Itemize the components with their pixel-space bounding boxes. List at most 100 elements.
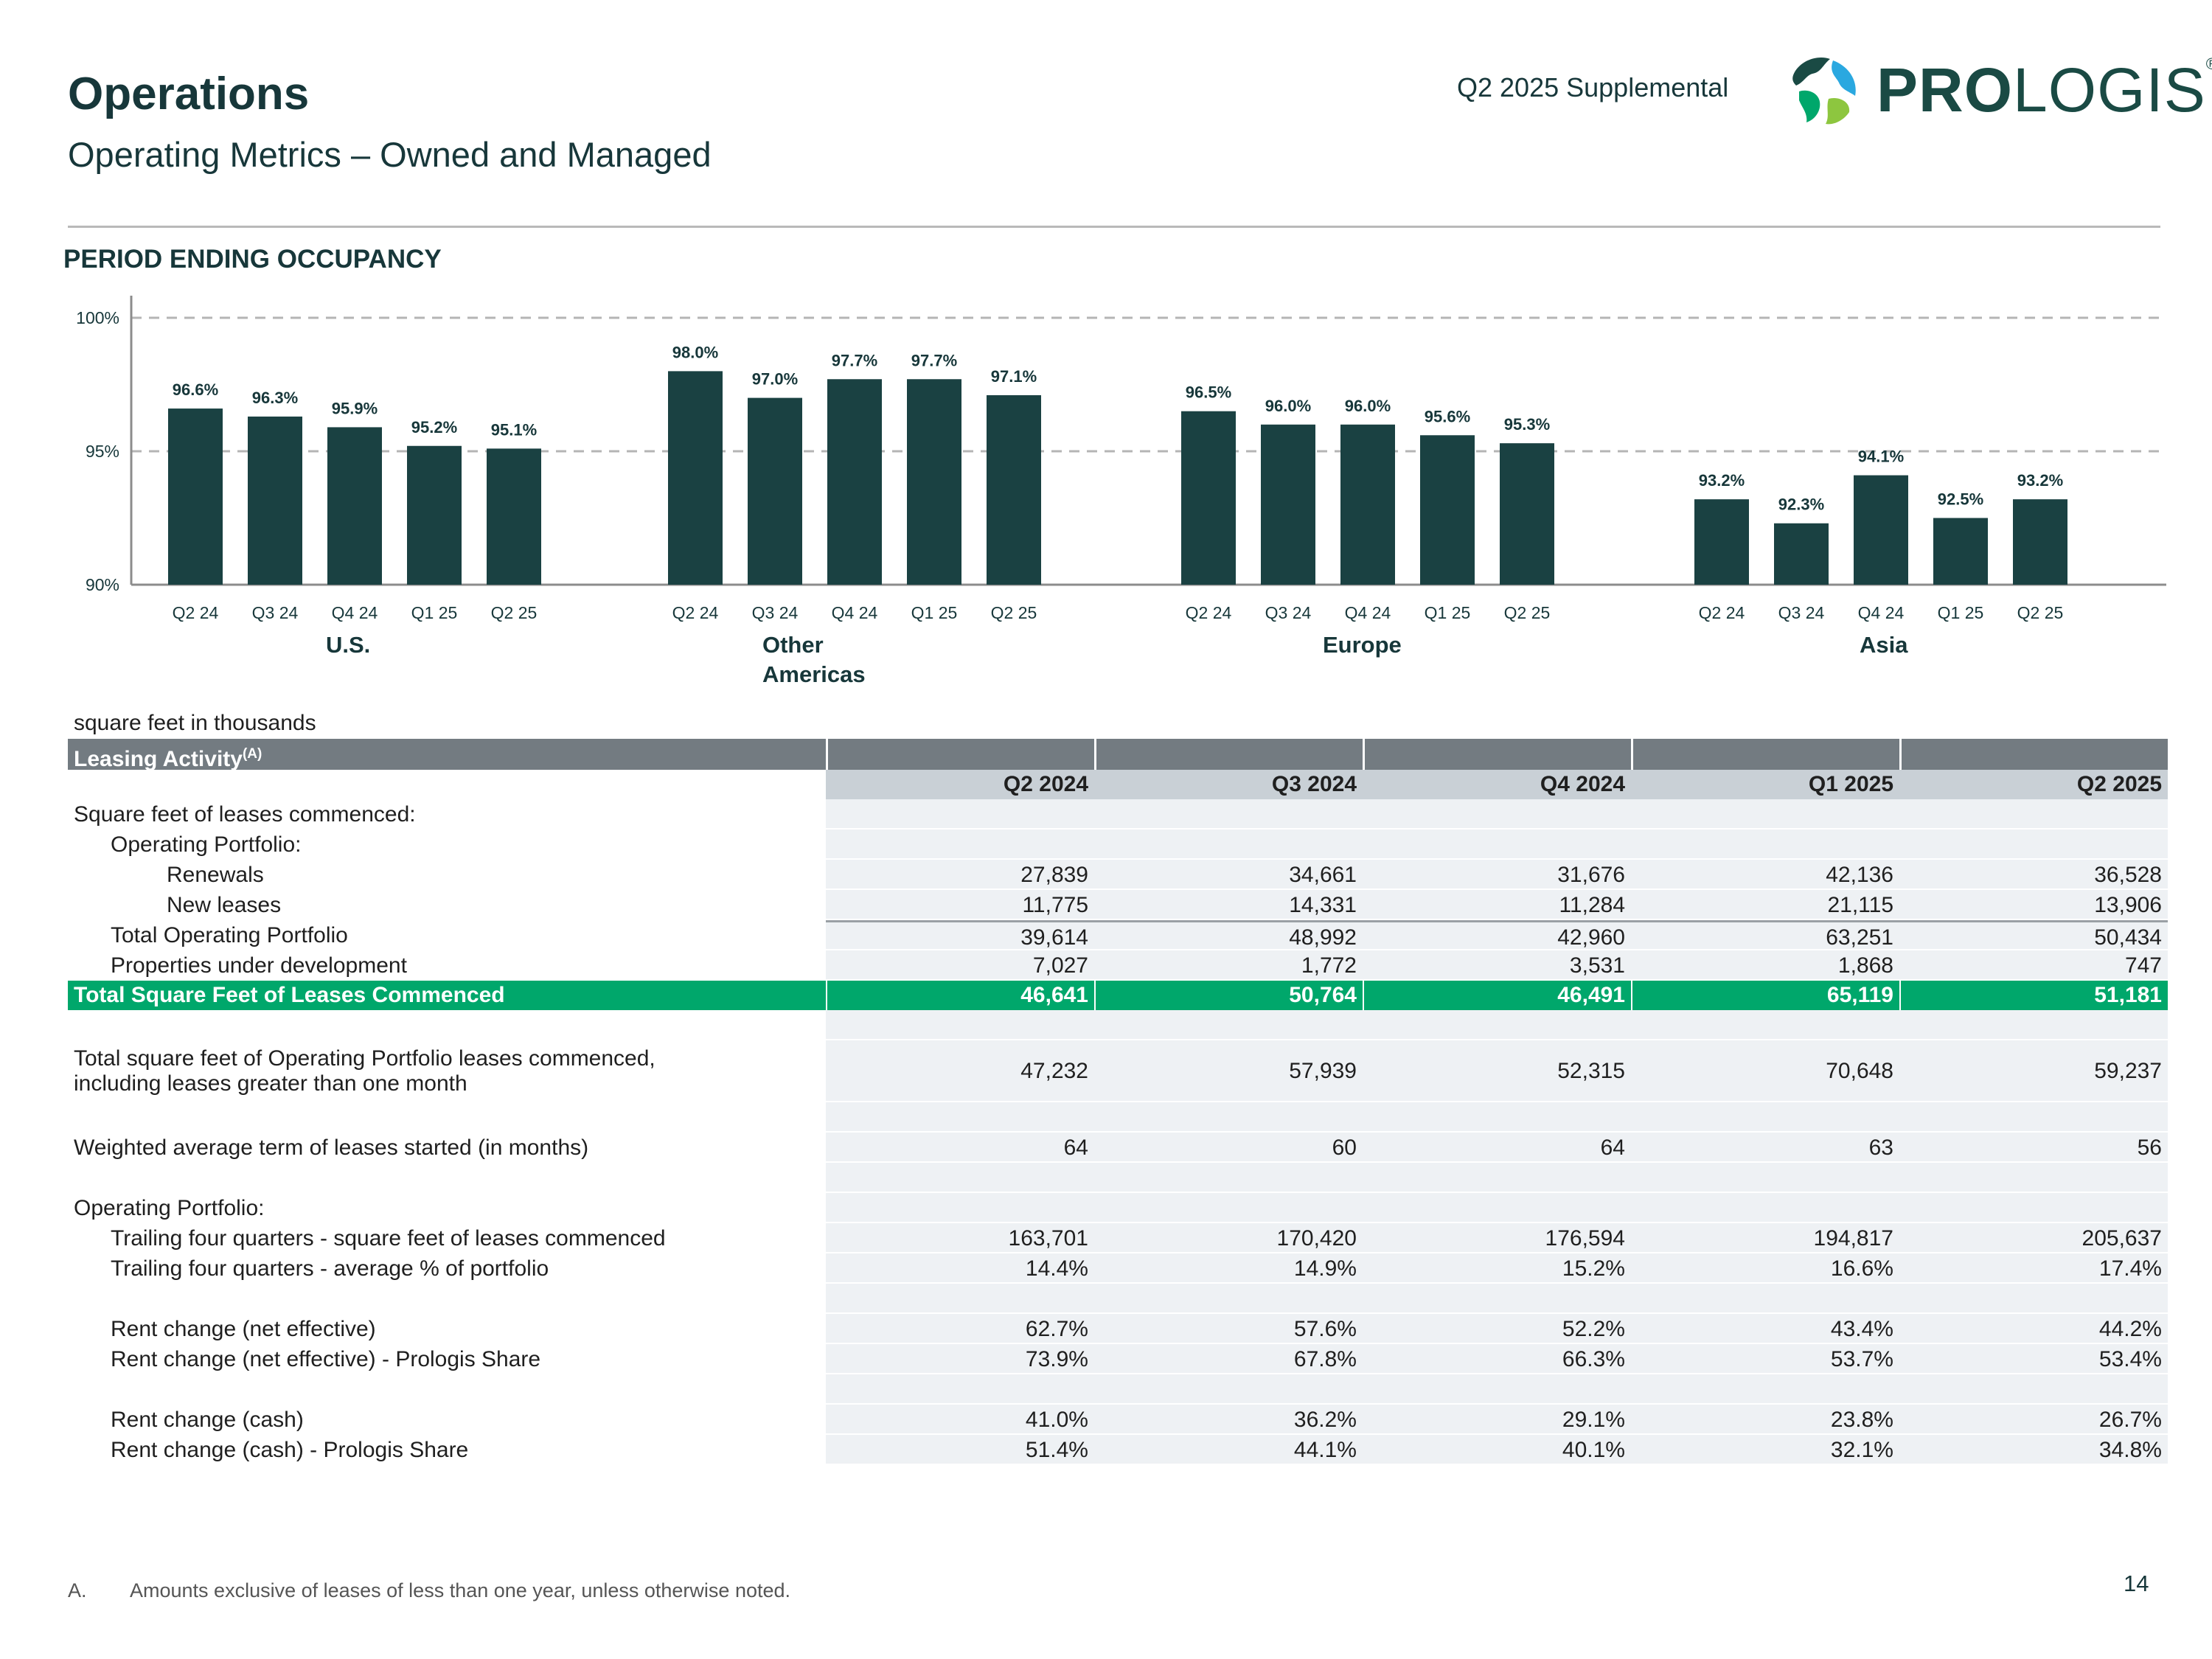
cell: 50,764 — [1094, 981, 1363, 1010]
cell: 7,027 — [826, 950, 1094, 981]
data-label: 96.0% — [1345, 397, 1391, 415]
x-tick-label: Q4 24 — [1858, 603, 1905, 622]
cell: 65,119 — [1631, 981, 1899, 1010]
cell: 26.7% — [1899, 1405, 2168, 1435]
cell: 14.4% — [826, 1253, 1094, 1284]
row-label: Weighted average term of leases started … — [74, 1135, 589, 1160]
cell: 46,641 — [826, 981, 1094, 1010]
x-tick-label: Q2 25 — [491, 603, 538, 622]
bar — [1340, 424, 1395, 585]
page-number: 14 — [2124, 1571, 2149, 1596]
table-title: Leasing Activity(A) — [74, 746, 262, 771]
cell: 66.3% — [1363, 1344, 1631, 1374]
cell: 48,992 — [1094, 920, 1363, 950]
cell: 11,775 — [826, 890, 1094, 920]
cell: 43.4% — [1631, 1314, 1899, 1344]
cell: 53.7% — [1631, 1344, 1899, 1374]
data-label: 93.2% — [1699, 471, 1745, 490]
cell: 46,491 — [1363, 981, 1631, 1010]
cell: 14,331 — [1094, 890, 1363, 920]
x-tick-label: Q3 24 — [252, 603, 299, 622]
cell: 34.8% — [1899, 1435, 2168, 1465]
table-row: Rent change (net effective) 62.7% 57.6% … — [68, 1314, 2168, 1344]
cell: 60 — [1094, 1133, 1363, 1163]
column-header: Q1 2025 — [1631, 770, 1899, 799]
bar — [1774, 523, 1829, 585]
table-row: Square feet of leases commenced: — [68, 799, 2168, 830]
cell: 17.4% — [1899, 1253, 2168, 1284]
data-label: 97.1% — [991, 367, 1037, 386]
bar — [1261, 424, 1315, 585]
row-label: Rent change (cash) - Prologis Share — [111, 1438, 469, 1462]
cell: 73.9% — [826, 1344, 1094, 1374]
data-label: 97.7% — [832, 351, 877, 369]
cell: 44.1% — [1094, 1435, 1363, 1465]
bar — [1500, 443, 1554, 585]
row-label: Rent change (net effective) - Prologis S… — [111, 1347, 541, 1371]
bar — [987, 394, 1041, 585]
bar — [1854, 475, 1908, 585]
cell: 27,839 — [826, 860, 1094, 890]
column-header: Q4 2024 — [1363, 770, 1631, 799]
table-row-total: Total Square Feet of Leases Commenced 46… — [68, 981, 2168, 1010]
occupancy-chart: 90% 95% 100% 96.6% Q2 24 96.3% Q3 24 95.9% Q4 24… — [76, 296, 2166, 687]
cell: 39,614 — [826, 920, 1094, 950]
table-title-row: Leasing Activity(A) — [68, 739, 2168, 771]
data-label: 95.6% — [1425, 407, 1470, 425]
logo-registered: ® — [2206, 55, 2212, 73]
table-row: Operating Portfolio: — [68, 830, 2168, 860]
data-label: 96.5% — [1186, 383, 1231, 402]
cell: 57,939 — [1094, 1040, 1363, 1102]
cell: 1,868 — [1631, 950, 1899, 981]
bar — [1420, 435, 1475, 585]
row-label: Operating Portfolio: — [74, 1196, 265, 1220]
cell: 47,232 — [826, 1040, 1094, 1102]
cell: 3,531 — [1363, 950, 1631, 981]
table-row: Renewals 27,839 34,661 31,676 42,136 36,… — [68, 860, 2168, 890]
cell: 52.2% — [1363, 1314, 1631, 1344]
table-row: New leases 11,775 14,331 11,284 21,115 1… — [68, 890, 2168, 920]
table-row: Operating Portfolio: — [68, 1193, 2168, 1223]
cell: 34,661 — [1094, 860, 1363, 890]
cell: 63 — [1631, 1133, 1899, 1163]
cell: 70,648 — [1631, 1040, 1899, 1102]
cell: 42,960 — [1363, 920, 1631, 950]
cell: 32.1% — [1631, 1435, 1899, 1465]
cell: 163,701 — [826, 1223, 1094, 1253]
x-tick-label: Q3 24 — [1778, 603, 1825, 622]
cell: 44.2% — [1899, 1314, 2168, 1344]
cell: 36,528 — [1899, 860, 2168, 890]
units-note: square feet in thousands — [74, 711, 316, 735]
data-label: 95.9% — [332, 399, 378, 417]
cell: 51.4% — [826, 1435, 1094, 1465]
row-label: Total Operating Portfolio — [111, 923, 348, 947]
column-header: Q2 2024 — [826, 770, 1094, 799]
table-row: Trailing four quarters - average % of po… — [68, 1253, 2168, 1284]
cell: 41.0% — [826, 1405, 1094, 1435]
cell: 40.1% — [1363, 1435, 1631, 1465]
x-tick-label: Q2 25 — [1504, 603, 1551, 622]
data-label: 95.3% — [1504, 415, 1550, 434]
data-label: 97.0% — [752, 370, 798, 389]
x-tick-label: Q4 24 — [832, 603, 878, 622]
table-row: Properties under development 7,027 1,772… — [68, 950, 2168, 981]
cell: 64 — [826, 1133, 1094, 1163]
table-row: Trailing four quarters - square feet of … — [68, 1223, 2168, 1253]
row-label: Properties under development — [111, 953, 407, 978]
bar — [327, 427, 382, 585]
cell: 194,817 — [1631, 1223, 1899, 1253]
spacer-row — [68, 1374, 2168, 1405]
data-label: 95.2% — [411, 418, 457, 437]
data-label: 92.5% — [1938, 490, 1983, 509]
data-label: 95.1% — [491, 420, 537, 439]
cell: 64 — [1363, 1133, 1631, 1163]
table-row: Rent change (cash) - Prologis Share 51.4… — [68, 1435, 2168, 1465]
x-tick-label: Q3 24 — [752, 603, 799, 622]
x-tick-label: Q4 24 — [1345, 603, 1391, 622]
table-row: Rent change (net effective) - Prologis S… — [68, 1344, 2168, 1374]
spacer-row — [68, 1284, 2168, 1314]
row-label: Total square feet of Operating Portfolio… — [74, 1046, 655, 1096]
row-label: Operating Portfolio: — [111, 832, 302, 857]
cell: 29.1% — [1363, 1405, 1631, 1435]
bar — [668, 371, 723, 585]
